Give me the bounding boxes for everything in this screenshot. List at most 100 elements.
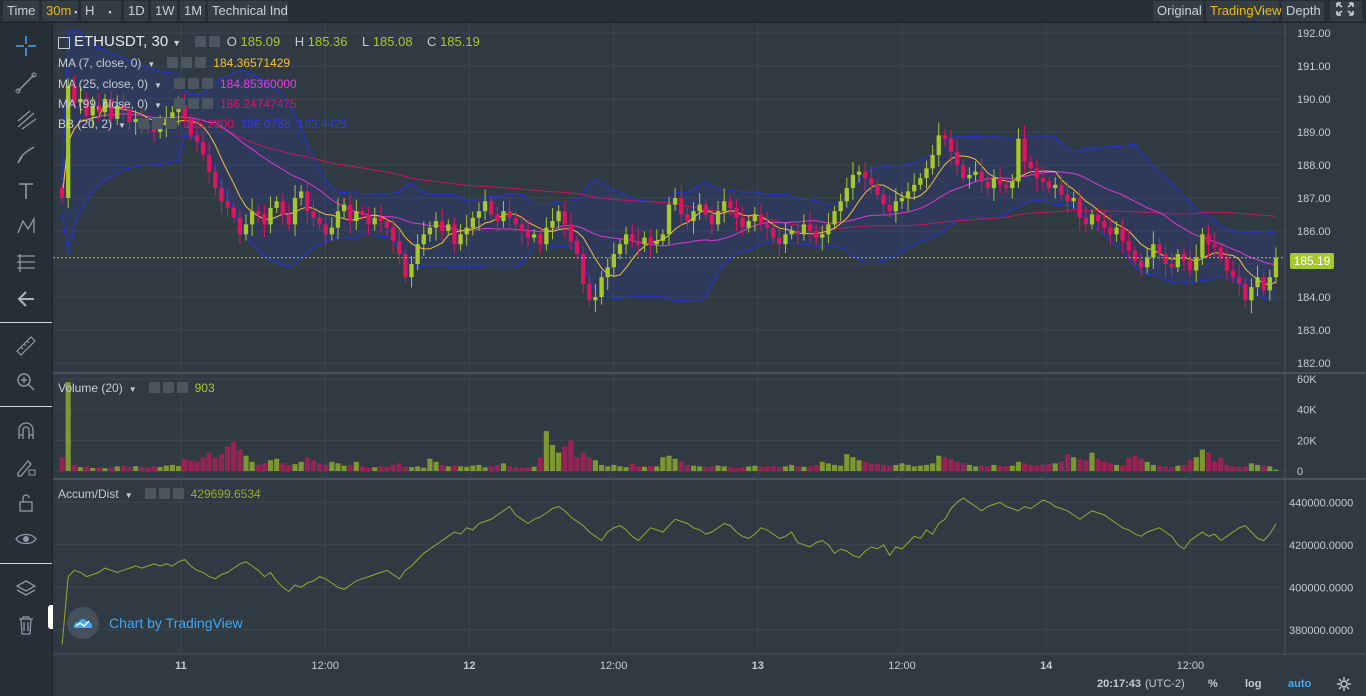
legend-controls[interactable]	[144, 487, 187, 502]
time-button[interactable]: Time	[3, 1, 39, 21]
volume-bar	[347, 464, 353, 471]
legend-controls[interactable]	[148, 381, 191, 396]
volume-bar	[126, 466, 133, 471]
auto-scale-button[interactable]: auto	[1288, 678, 1312, 690]
candle-body	[740, 217, 745, 228]
back-tool[interactable]	[12, 286, 40, 312]
legend-controls[interactable]	[137, 117, 180, 132]
stay-drawing-tool[interactable]	[12, 454, 40, 480]
log-scale-button[interactable]: log	[1245, 678, 1262, 690]
legend-controls[interactable]	[195, 35, 223, 50]
ma25-value: 184.85360000	[219, 77, 297, 91]
chevron-down-icon[interactable]: ▼	[124, 491, 133, 500]
price-tick-label: 188.00	[1297, 160, 1331, 172]
visibility-tool[interactable]	[12, 526, 40, 552]
tradingview-view-button[interactable]: TradingView	[1206, 1, 1282, 21]
low-value: 185.08	[372, 34, 413, 49]
technical-indicators-button[interactable]: Technical Ind	[208, 1, 288, 21]
eye-icon	[195, 36, 207, 48]
text-tool[interactable]	[12, 178, 40, 204]
volume-bar	[997, 465, 1003, 471]
close-icon	[201, 77, 213, 89]
pattern-tool[interactable]	[12, 214, 40, 240]
candle-body	[905, 191, 911, 198]
candle-body	[997, 178, 1003, 185]
crosshair-tool[interactable]	[12, 33, 40, 59]
magnet-tool[interactable]	[12, 418, 40, 444]
accum-dist-line	[61, 497, 1277, 645]
zoom-tool[interactable]	[12, 369, 40, 395]
interval-30m-button[interactable]: 30m ▪	[42, 1, 78, 21]
brush-tool[interactable]	[12, 142, 40, 168]
pitchfork-tool[interactable]	[12, 106, 40, 132]
price-tick-label: 189.00	[1297, 127, 1331, 139]
volume-bar	[96, 467, 102, 471]
volume-bar	[359, 466, 366, 471]
volume-bar	[396, 463, 402, 471]
lock-tool[interactable]	[12, 490, 40, 516]
candle-body	[329, 227, 334, 235]
volume-bar	[255, 464, 261, 471]
measure-tool[interactable]	[12, 333, 40, 359]
legend-controls[interactable]	[173, 97, 216, 112]
toolbar-collapse-handle[interactable]	[48, 605, 56, 629]
remove-drawings-tool[interactable]	[12, 612, 40, 638]
volume-value: 903	[194, 381, 215, 395]
candle-body	[409, 264, 414, 278]
candle-body	[1053, 184, 1058, 189]
price-chart[interactable]: 11 12:00 12 12:00 13 12:00 14 12:00 192.00 191.00…	[53, 23, 1366, 674]
volume-bar	[1138, 458, 1144, 471]
percent-scale-button[interactable]: %	[1208, 678, 1218, 690]
original-view-button[interactable]: Original	[1153, 1, 1203, 21]
candle-body	[783, 234, 788, 245]
volume-bar	[549, 444, 556, 471]
ma99-legend: MA (99, close, 0) ▼ 186.24747475	[58, 97, 297, 112]
fullscreen-button[interactable]	[1330, 1, 1362, 21]
chevron-down-icon[interactable]: ▼	[128, 385, 137, 394]
candle-body	[256, 211, 261, 215]
candle-body	[1255, 277, 1260, 288]
chevron-down-icon[interactable]: ▼	[118, 121, 126, 130]
divider	[0, 406, 52, 407]
chevron-down-icon[interactable]: ▼	[154, 81, 162, 90]
volume-bar	[623, 467, 629, 471]
clock-time: 20:17:43	[1097, 678, 1142, 690]
legend-controls[interactable]	[167, 56, 209, 71]
interval-1d-button[interactable]: 1D	[124, 1, 148, 21]
volume-bar	[764, 466, 770, 471]
gear-icon[interactable]	[1337, 677, 1351, 691]
interval-1w-button[interactable]: 1W	[151, 1, 177, 21]
volume-bar	[770, 466, 776, 471]
open-value: 185.09	[240, 34, 281, 49]
fib-tool[interactable]	[12, 250, 40, 276]
candle-body	[1138, 260, 1144, 268]
chevron-down-icon[interactable]: ▼	[154, 101, 162, 110]
volume-bar	[905, 464, 911, 471]
volume-bar	[1052, 463, 1058, 471]
tradingview-watermark[interactable]: Chart by TradingView	[67, 607, 243, 639]
gear-icon	[181, 56, 193, 68]
candle-body	[495, 214, 500, 222]
timezone[interactable]: (UTC-2)	[1145, 678, 1185, 690]
candle-body	[440, 221, 445, 231]
volume-bar	[617, 466, 623, 471]
chevron-down-icon[interactable]: ▼	[172, 38, 182, 48]
volume-bar	[1132, 455, 1138, 471]
candle-body	[617, 244, 623, 255]
interval-h-button[interactable]: H ▪	[81, 1, 121, 21]
candle-body	[623, 234, 629, 245]
interval-1m-button[interactable]: 1M	[180, 1, 205, 21]
candle-body	[697, 204, 702, 212]
candle-body	[930, 155, 935, 169]
accum-tick-label: 420000.0000	[1289, 540, 1353, 552]
volume-bar	[727, 467, 733, 471]
legend-controls[interactable]	[173, 77, 216, 92]
volume-bar	[243, 455, 249, 471]
candle-body	[715, 211, 721, 225]
collapse-icon[interactable]	[58, 36, 70, 49]
object-tree-tool[interactable]	[12, 576, 40, 602]
trend-line-tool[interactable]	[12, 70, 40, 96]
chevron-down-icon[interactable]: ▼	[147, 60, 156, 69]
depth-view-button[interactable]: Depth	[1282, 1, 1324, 21]
volume-bar	[114, 466, 120, 471]
